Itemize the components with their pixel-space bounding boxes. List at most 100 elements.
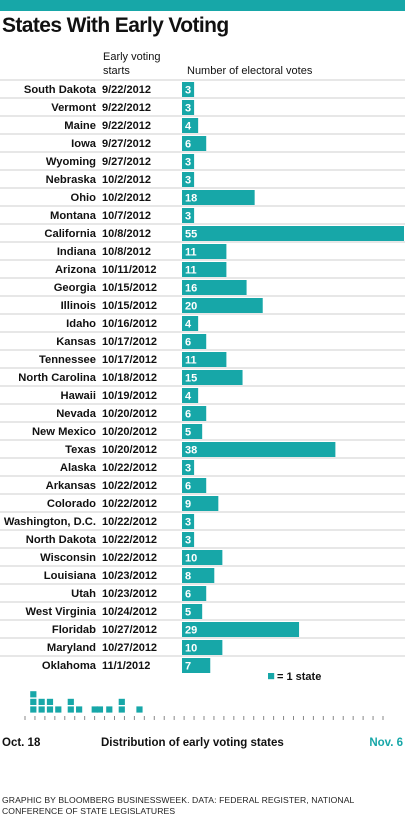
state-dot <box>118 706 125 713</box>
start-date-label: 10/18/2012 <box>102 372 157 384</box>
state-label: Vermont <box>51 102 96 114</box>
state-dot <box>76 706 83 713</box>
electoral-vote-bar <box>182 262 227 277</box>
electoral-vote-bar <box>182 244 227 259</box>
state-dot <box>38 706 45 713</box>
start-date-label: 10/22/2012 <box>102 462 157 474</box>
electoral-vote-value: 3 <box>185 85 191 97</box>
electoral-vote-value: 11 <box>185 265 197 277</box>
electoral-vote-value: 38 <box>185 445 197 457</box>
state-dot <box>67 706 74 713</box>
state-label: North Carolina <box>18 372 96 384</box>
start-date-label: 9/22/2012 <box>102 84 151 96</box>
state-label: Louisiana <box>44 570 97 582</box>
electoral-vote-value: 8 <box>185 571 191 583</box>
state-label: Arkansas <box>46 480 96 492</box>
electoral-vote-bar <box>182 496 219 511</box>
start-date-label: 10/7/2012 <box>102 210 151 222</box>
start-date-label: 10/20/2012 <box>102 444 157 456</box>
electoral-vote-value: 11 <box>185 355 197 367</box>
state-dot <box>30 691 37 698</box>
state-label: Nebraska <box>46 174 97 186</box>
electoral-vote-bar <box>182 154 195 169</box>
electoral-vote-bar <box>182 550 223 565</box>
electoral-vote-bar <box>182 622 300 637</box>
electoral-vote-bar <box>182 280 247 295</box>
start-date-label: 10/15/2012 <box>102 282 157 294</box>
state-dot <box>55 706 62 713</box>
electoral-vote-bar <box>182 478 207 493</box>
electoral-vote-bar <box>182 424 203 439</box>
state-label: West Virginia <box>26 606 97 618</box>
start-date-label: 10/27/2012 <box>102 642 157 654</box>
state-label: Washington, D.C. <box>4 516 96 528</box>
state-label: Maine <box>64 120 96 132</box>
electoral-vote-bar <box>182 208 195 223</box>
electoral-vote-value: 4 <box>185 121 192 133</box>
state-label: Wyoming <box>46 156 96 168</box>
start-date-label: 10/23/2012 <box>102 588 157 600</box>
state-dot <box>46 698 54 705</box>
state-label: Texas <box>65 444 96 456</box>
start-date-label: 10/20/2012 <box>102 426 157 438</box>
state-label: Oklahoma <box>42 660 97 672</box>
start-date-label: 10/15/2012 <box>102 300 157 312</box>
electoral-vote-value: 29 <box>185 625 197 637</box>
start-date-label: 10/22/2012 <box>102 480 157 492</box>
electoral-vote-value: 3 <box>185 517 191 529</box>
state-label: Hawaii <box>61 390 96 402</box>
start-date-label: 10/20/2012 <box>102 408 157 420</box>
state-dot <box>136 706 143 713</box>
start-date-label: 10/22/2012 <box>102 534 157 546</box>
column-header-start-date: Early voting starts <box>103 51 161 77</box>
electoral-vote-value: 3 <box>185 211 191 223</box>
state-label: Nevada <box>56 408 97 420</box>
state-dot <box>118 698 125 705</box>
state-label: Maryland <box>47 642 96 654</box>
electoral-vote-bar <box>182 640 223 655</box>
electoral-vote-bar <box>182 190 255 205</box>
state-label: Idaho <box>66 318 96 330</box>
state-label: Alaska <box>60 462 97 474</box>
electoral-vote-bar <box>182 406 207 421</box>
start-date-label: 10/17/2012 <box>102 354 157 366</box>
start-date-label: 10/2/2012 <box>102 174 151 186</box>
state-label: Iowa <box>71 138 97 150</box>
electoral-vote-value: 11 <box>185 247 197 259</box>
state-label: Arizona <box>55 264 97 276</box>
start-date-label: 9/22/2012 <box>102 120 151 132</box>
state-label: Indiana <box>57 246 97 258</box>
electoral-vote-value: 18 <box>185 193 197 205</box>
electoral-vote-bar <box>182 334 207 349</box>
state-label: California <box>44 228 96 240</box>
electoral-vote-bar <box>182 658 211 673</box>
state-label: South Dakota <box>24 84 97 96</box>
electoral-vote-value: 15 <box>185 373 197 385</box>
electoral-vote-value: 6 <box>185 139 191 151</box>
start-date-label: 10/23/2012 <box>102 570 157 582</box>
start-date-label: 10/16/2012 <box>102 318 157 330</box>
electoral-vote-value: 3 <box>185 103 191 115</box>
electoral-vote-bar <box>182 100 195 115</box>
start-date-label: 10/22/2012 <box>102 498 157 510</box>
start-date-label: 10/24/2012 <box>102 606 157 618</box>
start-date-label: 10/2/2012 <box>102 192 151 204</box>
electoral-vote-value: 5 <box>185 607 191 619</box>
electoral-vote-value: 4 <box>185 319 192 331</box>
electoral-vote-value: 3 <box>185 463 191 475</box>
electoral-vote-bar <box>182 298 263 313</box>
electoral-vote-bar <box>182 352 227 367</box>
start-date-label: 10/11/2012 <box>102 264 156 276</box>
state-dot <box>46 706 54 713</box>
electoral-vote-value: 3 <box>185 157 191 169</box>
state-label: North Dakota <box>26 534 97 546</box>
electoral-vote-bar <box>182 442 336 457</box>
state-label: New Mexico <box>32 426 96 438</box>
x-end-label: Nov. 6 <box>369 737 403 749</box>
state-dot <box>67 698 74 705</box>
x-start-label: Oct. 18 <box>2 737 41 749</box>
electoral-vote-value: 4 <box>185 391 192 403</box>
electoral-vote-value: 6 <box>185 409 191 421</box>
state-dot <box>30 706 37 713</box>
state-label: Colorado <box>47 498 96 510</box>
